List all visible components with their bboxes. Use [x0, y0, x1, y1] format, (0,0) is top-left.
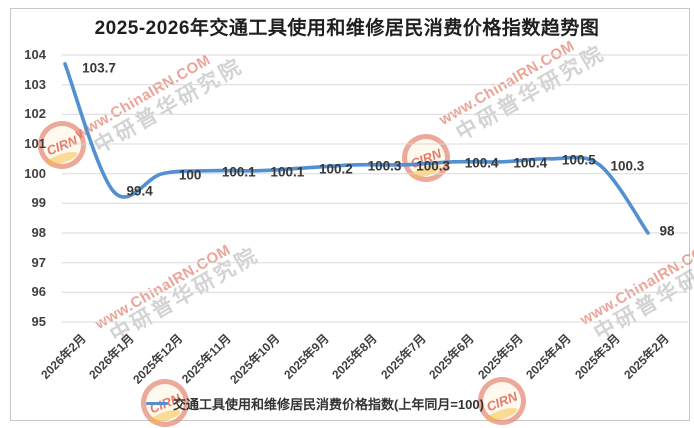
- data-point-label: 100.1: [270, 164, 305, 180]
- chart-title: 2025-2026年交通工具使用和维修居民消费价格指数趋势图: [94, 18, 600, 39]
- y-axis-tick-label: 102: [24, 106, 46, 122]
- data-point-label: 99.4: [126, 183, 153, 199]
- data-point-label: 103.7: [82, 60, 116, 76]
- y-axis-tick-label: 103: [24, 76, 46, 92]
- y-axis-tick-label: 99: [31, 195, 46, 211]
- data-point-label: 100.4: [464, 155, 499, 171]
- legend-label: 交通工具使用和维修居民消费价格指数(上年同月=100): [173, 397, 484, 412]
- data-point-label: 100.5: [561, 152, 596, 168]
- data-point-label: 98: [659, 223, 675, 239]
- y-axis-tick-label: 98: [31, 225, 46, 240]
- y-axis-tick-label: 96: [31, 284, 46, 300]
- y-axis-tick-label: 104: [24, 47, 46, 62]
- data-point-label: 100: [178, 167, 202, 183]
- y-axis-tick-label: 101: [24, 136, 46, 151]
- data-point-label: 100.3: [416, 158, 450, 174]
- legend: 交通工具使用和维修居民消费价格指数(上年同月=100): [0, 394, 694, 413]
- data-point-label: 100.3: [610, 158, 645, 174]
- cirn-logo-watermark: CIRN: [38, 121, 86, 169]
- data-point-label: 100.4: [513, 155, 548, 171]
- cirn-logo-watermark: CIRN: [478, 377, 526, 425]
- y-axis-tick-label: 97: [31, 254, 46, 270]
- data-point-label: 100.1: [221, 164, 256, 180]
- y-axis-tick-label: 95: [31, 314, 46, 329]
- data-point-label: 100.3: [367, 158, 402, 174]
- legend-line-marker: [146, 401, 169, 406]
- y-axis-tick-label: 100: [24, 165, 46, 181]
- data-point-label: 100.2: [319, 161, 353, 177]
- cirn-logo-watermark: CIRN: [141, 379, 189, 427]
- series-line: [63, 62, 650, 235]
